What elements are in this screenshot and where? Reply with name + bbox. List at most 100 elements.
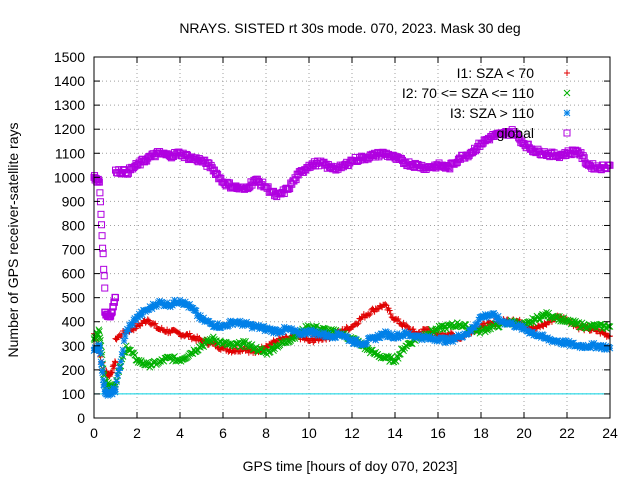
data-point xyxy=(174,329,181,336)
data-point xyxy=(95,326,103,334)
data-point xyxy=(111,388,119,396)
x-tick-label: 14 xyxy=(387,425,403,441)
data-point xyxy=(539,331,547,339)
data-point xyxy=(367,310,374,317)
data-point xyxy=(315,337,322,344)
data-point xyxy=(151,321,158,328)
legend-marker xyxy=(563,89,571,97)
data-point xyxy=(447,337,455,344)
y-tick-label: 300 xyxy=(62,338,86,354)
y-axis-label: Number of GPS receiver-satellite rays xyxy=(5,123,21,358)
data-point xyxy=(354,321,361,328)
axes: 0 2 4 6 8 10 12 14 16 18 20 22 240100200300400500600… xyxy=(54,49,618,441)
data-point xyxy=(319,332,327,339)
data-point xyxy=(180,355,188,363)
legend-marker xyxy=(564,70,570,76)
data-point xyxy=(504,318,512,326)
data-point xyxy=(376,334,384,342)
legend-label: I3: SZA > 110 xyxy=(450,105,534,121)
data-point xyxy=(163,299,171,306)
data-point xyxy=(494,312,502,320)
data-point xyxy=(259,178,267,186)
data-point xyxy=(244,185,252,193)
legend-marker xyxy=(563,109,571,117)
data-point xyxy=(394,317,401,324)
data-point xyxy=(216,174,224,182)
x-tick-label: 0 xyxy=(90,425,98,441)
data-point xyxy=(98,232,106,240)
data-point xyxy=(186,330,193,337)
data-point xyxy=(234,320,242,328)
data-point xyxy=(111,362,118,369)
data-point xyxy=(111,386,118,394)
data-point xyxy=(410,326,417,333)
data-point xyxy=(99,376,107,384)
data-point xyxy=(95,341,103,348)
data-point xyxy=(540,323,547,330)
data-point xyxy=(600,341,607,349)
data-point xyxy=(152,320,159,327)
y-tick-label: 800 xyxy=(62,217,86,233)
data-point xyxy=(304,330,312,338)
data-point xyxy=(399,345,406,353)
data-point xyxy=(100,381,108,389)
data-point xyxy=(169,301,176,309)
data-point xyxy=(139,311,146,319)
data-point xyxy=(376,352,384,360)
data-point xyxy=(394,334,402,342)
data-point xyxy=(157,358,165,365)
data-point xyxy=(452,323,460,331)
data-point xyxy=(134,313,142,321)
data-point xyxy=(97,358,105,366)
data-point xyxy=(372,336,380,344)
data-point xyxy=(344,333,352,341)
data-point xyxy=(98,360,105,368)
data-point xyxy=(131,351,139,359)
x-tick-label: 8 xyxy=(262,425,270,441)
data-point xyxy=(261,327,269,335)
data-point xyxy=(332,334,340,341)
data-point xyxy=(464,330,472,337)
data-point xyxy=(378,330,386,338)
data-point xyxy=(115,367,123,374)
data-point xyxy=(472,147,480,155)
legend-label: global xyxy=(497,125,534,141)
data-point xyxy=(280,190,288,198)
data-point xyxy=(194,311,202,319)
data-point xyxy=(184,301,191,309)
y-tick-label: 1400 xyxy=(54,73,85,89)
data-point xyxy=(97,349,104,357)
data-point xyxy=(385,329,392,337)
data-point xyxy=(134,359,142,366)
data-point xyxy=(182,298,189,306)
data-point xyxy=(508,318,516,326)
y-tick-label: 400 xyxy=(62,314,86,330)
data-point xyxy=(118,351,126,358)
data-point xyxy=(395,316,402,323)
data-point xyxy=(149,300,157,308)
data-point xyxy=(116,364,124,372)
data-point xyxy=(458,323,466,331)
data-point xyxy=(110,384,118,392)
data-point xyxy=(453,333,461,341)
data-point xyxy=(99,250,107,258)
data-point xyxy=(98,221,106,229)
data-point xyxy=(101,284,109,292)
x-tick-label: 16 xyxy=(430,425,446,441)
data-point xyxy=(98,367,106,374)
data-point xyxy=(119,346,127,354)
chart-title: NRAYS. SISTED rt 30s mode. 070, 2023. Ma… xyxy=(179,20,520,36)
data-point xyxy=(441,323,448,330)
data-point xyxy=(355,320,362,327)
data-point xyxy=(553,313,561,320)
data-point xyxy=(108,308,116,316)
data-point xyxy=(100,272,108,280)
data-point xyxy=(373,333,381,341)
data-point xyxy=(106,373,113,380)
data-point xyxy=(141,158,149,166)
data-point xyxy=(214,319,221,327)
data-point xyxy=(345,161,353,169)
legend-label: I1: SZA < 70 xyxy=(457,65,535,81)
data-point xyxy=(312,330,319,338)
